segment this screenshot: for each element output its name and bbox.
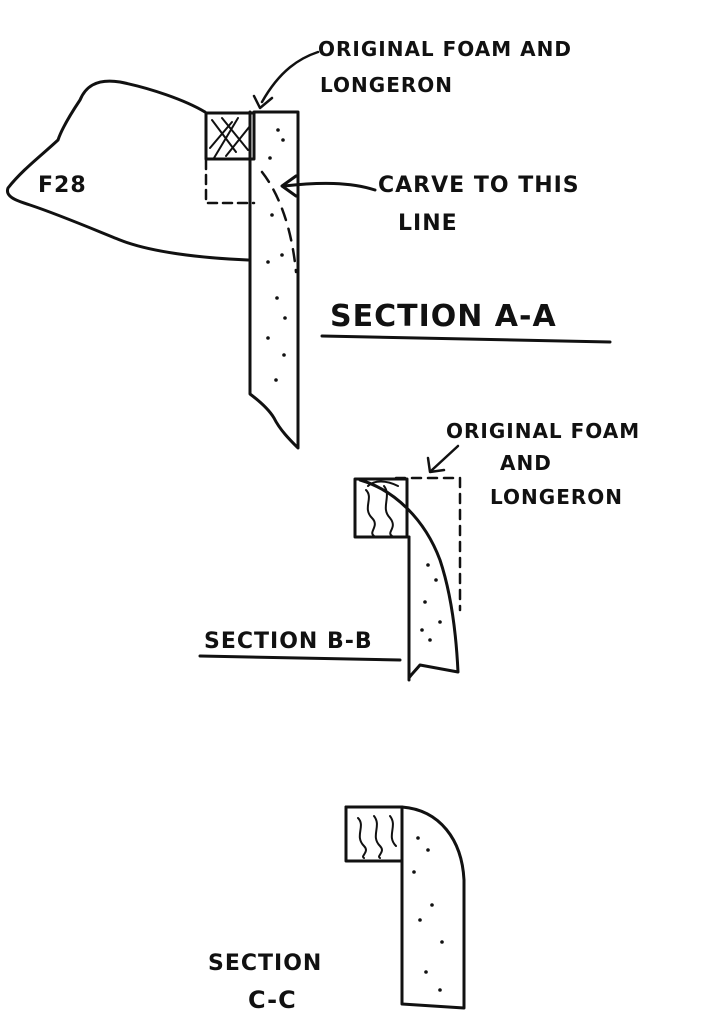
foam-note-arrow-a xyxy=(260,50,320,104)
foam-note-arrow-b xyxy=(430,444,460,472)
foam-dots-c xyxy=(412,836,444,992)
section-a-title: SECTION A-A xyxy=(330,299,557,334)
carve-note-arrow-a xyxy=(282,181,377,192)
longeron-wavy-c xyxy=(357,815,397,859)
carve-note-line2: LINE xyxy=(398,211,458,236)
section-c-drawing xyxy=(344,805,466,1010)
foam-note-line1-a: ORIGINAL FOAM AND xyxy=(318,37,572,61)
section-b-title: SECTION B-B xyxy=(204,629,373,654)
carve-note-arrowhead-a xyxy=(280,174,298,198)
longeron-hatch-a xyxy=(209,117,251,159)
foam-note-line2-a: LONGERON xyxy=(320,73,453,97)
section-c-title-line2: C-C xyxy=(248,986,297,1014)
foam-strip-b xyxy=(358,478,460,680)
carve-note-line1: CARVE TO THIS xyxy=(378,173,580,198)
original-foam-dashed-b xyxy=(394,476,462,612)
section-b-title-underline xyxy=(198,654,402,662)
foam-dots-a xyxy=(266,128,287,382)
foam-note-line2-b: AND xyxy=(500,451,552,475)
foam-note-arrowhead-b xyxy=(426,456,446,474)
section-c-title-line1: SECTION xyxy=(208,951,322,976)
foam-strip-c xyxy=(344,805,466,1010)
carve-line-a xyxy=(260,170,298,274)
foam-note-arrowhead-a xyxy=(252,94,274,110)
foam-note-line3-b: LONGERON xyxy=(490,485,623,509)
section-b-drawing xyxy=(198,444,462,682)
foam-note-line1-b: ORIGINAL FOAM xyxy=(446,419,640,443)
original-foam-dashed-a xyxy=(204,158,256,205)
foam-strip-a xyxy=(248,110,300,450)
section-a-title-underline xyxy=(320,334,612,344)
foam-dots-b xyxy=(420,563,442,642)
bulkhead-f28-outline xyxy=(5,79,250,262)
section-a-drawing xyxy=(5,50,612,450)
bulkhead-label: F28 xyxy=(38,173,87,198)
longeron-block-a xyxy=(204,111,256,161)
